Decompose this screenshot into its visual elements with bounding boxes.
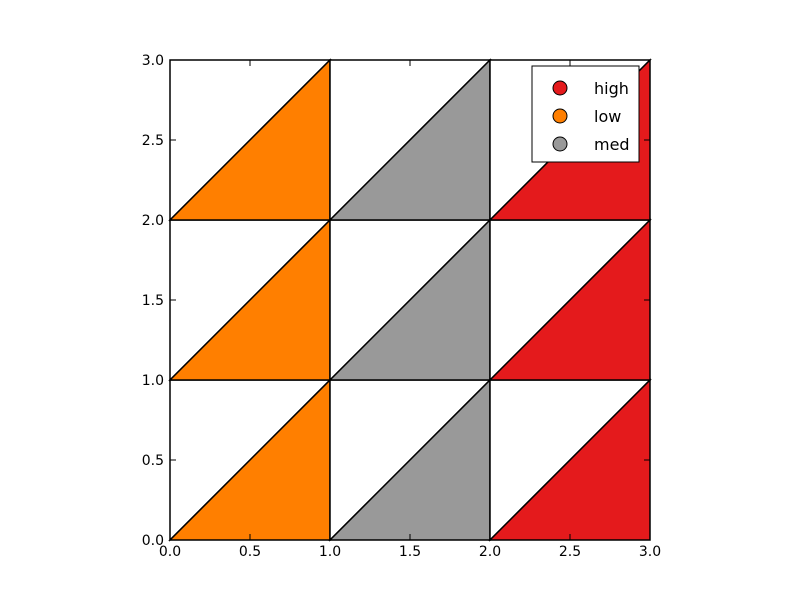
cell-3: [168, 218, 332, 382]
plot-cells: [168, 58, 652, 542]
x-tick-label: 0.0: [159, 544, 181, 560]
y-axis: 0.0 0.5 1.0 1.5 2.0 2.5 3.0: [142, 53, 650, 549]
legend-label-low: low: [594, 107, 621, 126]
y-tick-label: 0.5: [142, 453, 164, 469]
y-tick-label: 0.0: [142, 533, 164, 549]
x-tick-label: 0.5: [239, 544, 261, 560]
y-tick-label: 1.5: [142, 293, 164, 309]
cell-1: [328, 378, 492, 542]
legend: high low med: [531, 65, 640, 163]
cell-6: [168, 58, 332, 222]
cell-2: [488, 378, 652, 542]
cell-4: [328, 218, 492, 382]
x-axis: 0.0 0.5 1.0 1.5 2.0 2.5 3.0: [159, 60, 661, 560]
y-tick-label: 2.5: [142, 133, 164, 149]
legend-marker-med: [552, 136, 568, 152]
y-tick-label: 3.0: [142, 53, 164, 69]
cell-5: [488, 218, 652, 382]
x-tick-label: 2.5: [559, 544, 581, 560]
legend-label-med: med: [594, 135, 630, 154]
x-tick-label: 3.0: [639, 544, 661, 560]
y-tick-label: 1.0: [142, 373, 164, 389]
cell-7: [328, 58, 492, 222]
x-tick-label: 2.0: [479, 544, 501, 560]
x-tick-label: 1.5: [399, 544, 421, 560]
legend-marker-low: [552, 108, 568, 124]
legend-label-high: high: [594, 79, 629, 98]
y-tick-label: 2.0: [142, 213, 164, 229]
legend-box: [531, 65, 640, 163]
cell-0: [168, 378, 332, 542]
x-tick-label: 1.0: [319, 544, 341, 560]
legend-marker-high: [552, 80, 568, 96]
